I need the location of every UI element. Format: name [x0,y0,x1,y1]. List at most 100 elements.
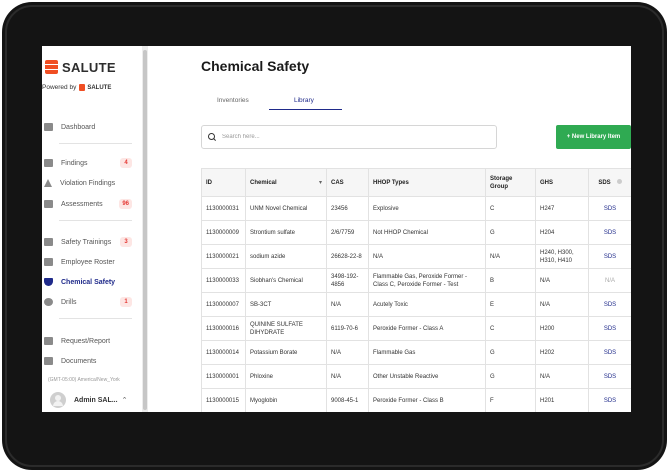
chemical-cell: Siobhan's Chemical [245,268,327,293]
sidebar-item-employee-roster[interactable]: Employee Roster [44,255,136,269]
tab-library[interactable]: Library [294,97,314,104]
sidebar-scrollbar-thumb[interactable] [143,50,147,410]
sidebar-item-label: Drills [61,298,77,306]
storage-group-cell: C [485,316,536,341]
sidebar-item-drills[interactable]: Drills 1 [44,295,136,309]
sort-down-icon[interactable]: ▾ [318,179,322,186]
cas-cell: 2/6/7759 [326,220,369,245]
column-header-cas[interactable]: CAS [326,168,369,197]
sds-link[interactable]: SDS [588,196,631,221]
powered-by: Powered by SALUTE [42,84,111,91]
hhop-types-cell: Peroxide Former - Class A [368,316,486,341]
cas-cell: 9008-45-1 [326,388,369,412]
graduation-icon [44,238,53,246]
id-cell: 1130000001 [201,364,246,389]
sds-link[interactable]: SDS [588,316,631,341]
sidebar-item-chemical-safety[interactable]: Chemical Safety [44,275,136,289]
chemical-cell: Strontium sulfate [245,220,327,245]
findings-icon [44,159,53,167]
column-header-storage-group[interactable]: Storage Group [485,168,536,197]
table-row[interactable]: 1130000031 UNM Novel Chemical 23456 Explosi… [201,196,631,221]
id-cell: 1130000021 [201,244,246,269]
sidebar-item-label: Safety Trainings [61,238,112,246]
sds-link[interactable]: SDS [588,340,631,365]
id-cell: 1130000007 [201,292,246,317]
sidebar-item-label: Request/Report [61,337,111,345]
column-header-sds[interactable]: SDS [588,168,631,197]
sds-link[interactable]: SDS [588,388,631,412]
table-row[interactable]: 1130000015 Myoglobin 9008-45-1 Peroxide For… [201,388,631,412]
sidebar-item-assessments[interactable]: Assessments 96 [44,197,136,211]
column-header-label: Storage Group [490,175,513,190]
search-box[interactable] [201,125,497,149]
sidebar-divider [59,318,132,319]
sidebar-item-violation-findings[interactable]: Violation Findings [44,176,136,190]
cas-cell: 3498-192-4856 [326,268,369,293]
salute-mini-icon [79,84,86,91]
sds-link[interactable]: SDS [588,292,631,317]
chemical-cell: Myoglobin [245,388,327,412]
table-row[interactable]: 1130000014 Potassium Borate N/A Flammable G… [201,340,631,365]
ghs-cell: H200 [535,316,589,341]
sidebar-item-findings[interactable]: Findings 4 [44,156,136,170]
chemical-cell: SB-3CT [245,292,327,317]
column-settings-icon[interactable] [616,179,622,185]
column-header-ghs[interactable]: GHS [535,168,589,197]
column-header-label: CAS [331,179,344,186]
cas-cell: 26628-22-8 [326,244,369,269]
column-header-hhop-types[interactable]: HHOP Types [368,168,486,197]
table-row[interactable]: 1130000021 sodium azide 26628-22-8 N/A N/A H2… [201,244,631,269]
sds-link[interactable]: SDS [588,364,631,389]
search-icon [208,133,216,141]
sds-link[interactable]: SDS [588,244,631,269]
sidebar-item-request-report[interactable]: Request/Report [44,334,136,348]
powered-by-label: Powered by [42,84,77,91]
sidebar-item-safety-trainings[interactable]: Safety Trainings 3 [44,235,136,249]
hhop-types-cell: Acutely Toxic [368,292,486,317]
column-header-label: ID [206,179,212,186]
sidebar-item-dashboard[interactable]: Dashboard [44,120,136,134]
message-icon [44,337,53,345]
sds-link[interactable]: SDS [588,220,631,245]
timezone-label: (GMT-05:00) America/New_York [48,377,120,383]
id-cell: 1130000015 [201,388,246,412]
people-icon [44,258,53,266]
new-library-item-button[interactable]: + New Library Item [556,125,631,149]
id-cell: 1130000031 [201,196,246,221]
ghs-cell: H204 [535,220,589,245]
ghs-cell: N/A [535,292,589,317]
app-screen: SALUTE Powered by SALUTE Dashboard Findi… [42,46,631,412]
column-header-id[interactable]: ID [201,168,246,197]
chemical-cell: sodium azide [245,244,327,269]
storage-group-cell: G [485,340,536,365]
table-row[interactable]: 1130000016 QUININE SULFATE DIHYDRATE 6119-… [201,316,631,341]
sidebar-item-documents[interactable]: Documents [44,354,136,368]
warning-icon [44,179,52,187]
assessment-icon [44,200,53,208]
user-menu[interactable]: Admin SAL... ⌃ [50,392,127,408]
document-icon [44,357,53,365]
table-row[interactable]: 1130000007 SB-3CT N/A Acutely Toxic E N/A SDS [201,292,631,317]
cas-cell: N/A [326,340,369,365]
search-input[interactable] [222,134,462,140]
sidebar-item-label: Dashboard [61,123,96,131]
page-title: Chemical Safety [201,58,310,74]
column-header-chemical[interactable]: Chemical ▾ [245,168,327,197]
sidebar-item-label: Employee Roster [61,258,115,266]
storage-group-cell: B [485,268,536,293]
brand-logo[interactable]: SALUTE [45,60,116,75]
storage-group-cell: E [485,292,536,317]
ghs-cell: H247 [535,196,589,221]
table-row[interactable]: 1130000009 Strontium sulfate 2/6/7759 Not H… [201,220,631,245]
column-header-label: Chemical [250,179,277,186]
ghs-cell: H201 [535,388,589,412]
dashboard-icon [44,123,53,131]
sidebar: SALUTE Powered by SALUTE Dashboard Findi… [42,46,142,412]
table-row[interactable]: 1130000033 Siobhan's Chemical 3498-192-485… [201,268,631,293]
hhop-types-cell: Not HHOP Chemical [368,220,486,245]
trainings-count-badge: 3 [120,237,132,247]
table-row[interactable]: 1130000001 Phloxine N/A Other Unstable Reac… [201,364,631,389]
ghs-cell: H202 [535,340,589,365]
tab-inventories[interactable]: Inventories [217,97,249,104]
